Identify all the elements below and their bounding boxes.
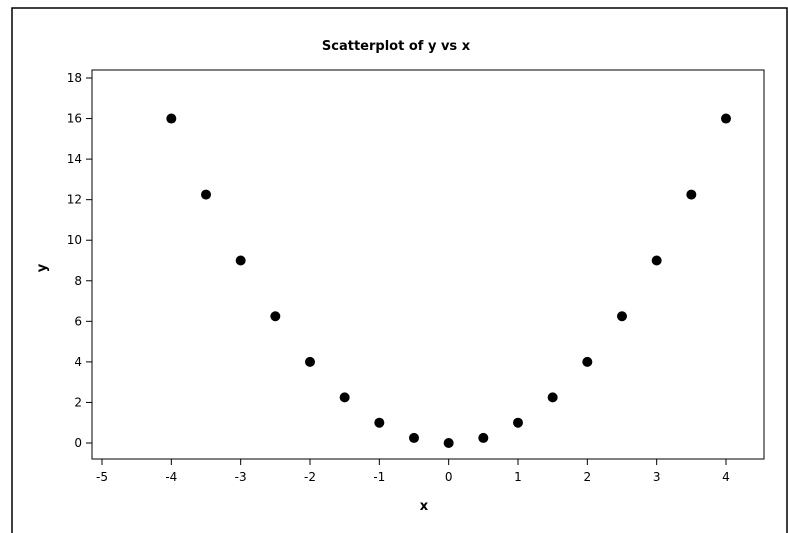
y-tick-label: 4: [74, 355, 82, 369]
scatter-point: [478, 432, 489, 443]
scatter-point: [305, 356, 315, 367]
y-tick-label: 10: [67, 233, 82, 247]
scatter-point: [270, 311, 281, 322]
scatter-point: [513, 417, 523, 428]
x-tick-label: -2: [304, 470, 316, 484]
y-tick-label: 12: [67, 193, 82, 207]
scatter-point: [651, 255, 662, 266]
scatter-point: [721, 113, 731, 124]
x-axis: -5 -4 -3 -2 -1 0 1 2 3 4: [96, 459, 730, 484]
y-tick-label: 0: [74, 436, 82, 450]
y-tick-label: 2: [74, 395, 82, 409]
x-tick-label: -3: [235, 470, 247, 484]
scatter-point: [201, 189, 211, 200]
x-axis-title: x: [420, 499, 429, 514]
y-tick-label: 6: [74, 314, 82, 328]
y-tick-label: 8: [74, 274, 82, 288]
y-axis: 0 2 4 6 8 10 12 14 16 18: [67, 71, 92, 450]
y-tick-label: 18: [67, 71, 82, 85]
x-tick-label: 0: [445, 470, 453, 484]
x-tick-label: -1: [373, 470, 385, 484]
x-tick-label: -4: [165, 470, 177, 484]
y-tick-label: 16: [67, 112, 82, 126]
scatter-point: [443, 438, 454, 448]
scatter-point: [617, 311, 627, 322]
x-tick-label: 1: [514, 470, 522, 484]
chart-title: Scatterplot of y vs x: [322, 39, 471, 54]
y-tick-label: 14: [67, 152, 82, 166]
x-tick-label: -5: [96, 470, 108, 484]
plot-area-frame: [91, 69, 765, 460]
scatter-point: [374, 417, 385, 428]
data-points: [166, 113, 731, 448]
figure-border: [11, 7, 788, 533]
y-axis-title: y: [35, 263, 50, 272]
scatter-point: [339, 392, 350, 403]
scatter-point: [686, 189, 697, 200]
x-tick-label: 4: [722, 470, 730, 484]
scatter-point: [409, 432, 419, 443]
scatter-point: [166, 113, 177, 124]
scatter-point: [582, 356, 593, 367]
scatter-point: [547, 392, 558, 403]
scatter-point: [235, 255, 246, 266]
x-tick-label: 2: [584, 470, 592, 484]
x-tick-label: 3: [653, 470, 661, 484]
